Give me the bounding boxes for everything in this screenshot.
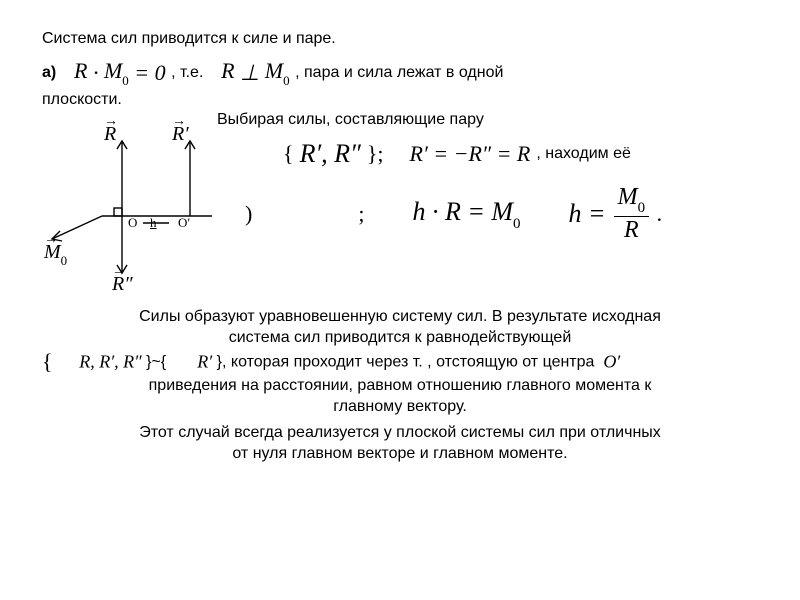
mid-row: →R →R′ →R″ →M0 O h O′ Выбирая силы, сост… (42, 111, 758, 301)
set-RRR: R, R′, R″ (79, 352, 141, 372)
mid-text-block: Выбирая силы, составляющие пару { R′, R″… (217, 111, 757, 243)
rbrace-semi: }; (367, 141, 384, 167)
lbrace-icon: { (283, 141, 294, 167)
label-O: O (128, 215, 137, 231)
slide-page: Система сил приводится к силе и паре. а)… (0, 0, 800, 600)
res-line-4: приведения на расстоянии, равном отношен… (42, 376, 758, 396)
label-Rpprime: →R″ (112, 273, 133, 296)
case-a-label: а) (42, 64, 56, 81)
ie-text: , т.е. (171, 64, 203, 81)
label-h: h (150, 215, 157, 231)
choose-line: Выбирая силы, составляющие пару (217, 111, 757, 129)
label-R: →R (104, 123, 116, 146)
intro-line: Система сил приводится к силе и паре. (42, 30, 758, 48)
res-line-1: Силы образуют уравновешенную систему сил… (42, 307, 758, 327)
eq-RperpM0: R ⊥ M0 (221, 58, 295, 83)
eq-row-2: ) ; h · R = M0 h = M0 R . (217, 185, 757, 243)
conclusion-block: Силы образуют уравновешенную систему сил… (42, 307, 758, 464)
res-line-6: Этот случай всегда реализуется у плоской… (42, 423, 758, 443)
eq-RM0: R · M0 = 0 (74, 58, 171, 83)
eq-h-frac: h = M0 R . (569, 185, 663, 243)
res-line-5: главному вектору. (42, 397, 758, 417)
label-Rprime: →R′ (172, 123, 189, 146)
semi-1: ; (358, 201, 364, 227)
case-a-line: а) R · M0 = 0 , т.е. R ⊥ M0 , пара и сил… (42, 58, 758, 87)
eq-Rset: R′, R″ (300, 139, 361, 169)
plane-line2: плоскости. (42, 91, 758, 109)
eq-hR-M0: h · R = M0 (412, 197, 520, 231)
res3b: }, которая проходит через т. , отстоящую… (217, 354, 595, 371)
res-line-3: { R, R′, R″ }~{ R′ }, которая проходит ч… (42, 348, 758, 376)
label-M0: →M0 (44, 241, 67, 267)
nakhodim-text: , находим её (536, 145, 631, 163)
res-line-2: система сил приводится к равнодействующе… (42, 328, 758, 348)
res-line-7: от нуля главном векторе и главном момент… (42, 444, 758, 464)
plane-text: , пара и сила лежат в одной (295, 64, 503, 81)
Oprime-inline: O′ (603, 352, 620, 372)
label-Oprime: O′ (178, 215, 190, 231)
Rprime-inline: R′ (197, 352, 212, 372)
eq-Rprime-eq: R′ = −R″ = R (410, 141, 531, 167)
rparen: ) (245, 201, 252, 227)
eq-row-1: { R′, R″ }; R′ = −R″ = R , находим её (217, 139, 757, 169)
frac-M0-R: M0 R (614, 185, 650, 243)
res3a: }~{ (146, 354, 166, 371)
